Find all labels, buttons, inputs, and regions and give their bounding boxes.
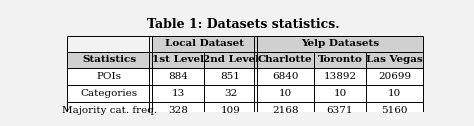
Bar — [66, 52, 152, 69]
Text: Las Vegas: Las Vegas — [366, 55, 423, 65]
Bar — [152, 85, 204, 102]
Text: Categories: Categories — [81, 89, 137, 98]
Bar — [152, 36, 257, 52]
Bar — [152, 69, 204, 85]
Text: 6371: 6371 — [327, 106, 353, 115]
Bar — [257, 36, 423, 52]
Text: 13: 13 — [171, 89, 184, 98]
Bar — [366, 102, 423, 119]
Bar — [152, 52, 204, 69]
Text: 20699: 20699 — [378, 72, 411, 82]
Text: Local Dataset: Local Dataset — [165, 39, 244, 49]
Text: 2nd Level: 2nd Level — [202, 55, 259, 65]
Bar — [204, 52, 257, 69]
Bar — [257, 85, 314, 102]
Text: Toronto: Toronto — [318, 55, 362, 65]
Bar — [314, 102, 366, 119]
Text: 10: 10 — [279, 89, 292, 98]
Text: 5160: 5160 — [381, 106, 408, 115]
Bar — [314, 69, 366, 85]
Text: Table 1: Datasets statistics.: Table 1: Datasets statistics. — [146, 18, 339, 31]
Text: 884: 884 — [168, 72, 188, 82]
Text: 109: 109 — [221, 106, 240, 115]
Bar — [314, 52, 366, 69]
Text: 10: 10 — [333, 89, 346, 98]
Bar — [66, 36, 152, 52]
Bar — [152, 102, 204, 119]
Text: 32: 32 — [224, 89, 237, 98]
Bar — [257, 69, 314, 85]
Bar — [66, 102, 152, 119]
Bar — [314, 85, 366, 102]
Bar — [204, 85, 257, 102]
Bar — [204, 69, 257, 85]
Text: 10: 10 — [388, 89, 401, 98]
Text: Statistics: Statistics — [82, 55, 136, 65]
Bar — [66, 85, 152, 102]
Text: Charlotte: Charlotte — [258, 55, 312, 65]
Bar — [204, 102, 257, 119]
Text: 1st Level: 1st Level — [152, 55, 204, 65]
Text: Majority cat. freq.: Majority cat. freq. — [62, 106, 157, 115]
Text: POIs: POIs — [97, 72, 122, 82]
Bar — [257, 52, 314, 69]
Bar — [66, 69, 152, 85]
Text: 6840: 6840 — [272, 72, 299, 82]
Text: 13892: 13892 — [323, 72, 356, 82]
Bar — [257, 102, 314, 119]
Text: 2168: 2168 — [272, 106, 299, 115]
Text: 851: 851 — [221, 72, 240, 82]
Bar — [366, 52, 423, 69]
Text: Yelp Datasets: Yelp Datasets — [301, 39, 379, 49]
Text: 328: 328 — [168, 106, 188, 115]
Bar — [366, 85, 423, 102]
Bar — [366, 69, 423, 85]
